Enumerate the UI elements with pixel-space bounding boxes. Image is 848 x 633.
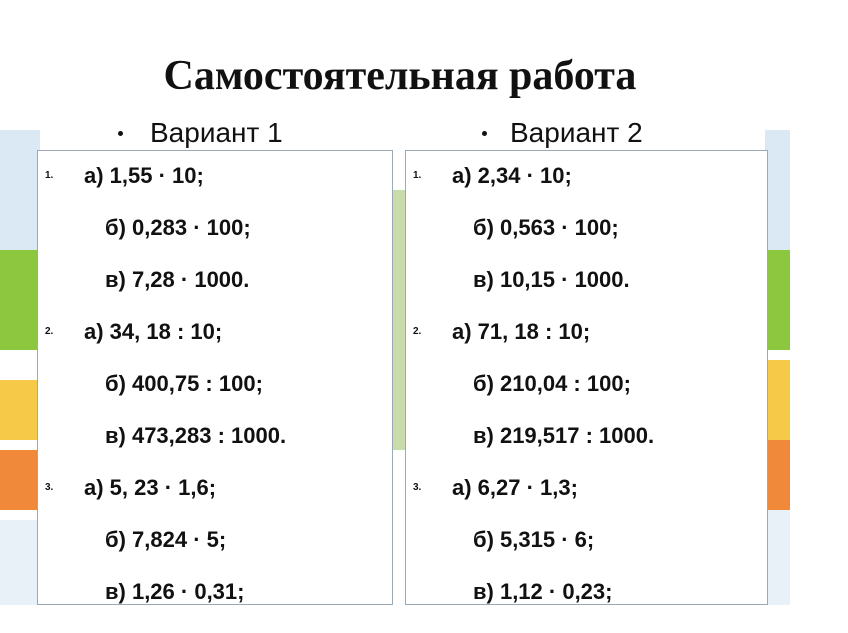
task-box — [37, 150, 393, 605]
variant-label: Вариант 1 — [150, 117, 283, 148]
task-item: б) 0,563 · 100; — [473, 215, 619, 240]
task-item: б) 0,283 · 100; — [105, 215, 251, 240]
task-number: 2. — [413, 326, 422, 337]
task-number: 1. — [413, 170, 422, 181]
bullet — [482, 131, 487, 136]
decor — [392, 190, 408, 450]
task-number: 2. — [45, 326, 54, 337]
decor — [0, 250, 40, 350]
task-number: 1. — [45, 170, 54, 181]
task-box — [405, 150, 768, 605]
variant-label: Вариант 2 — [510, 117, 643, 148]
decor — [0, 380, 40, 440]
task-item: б) 5,315 · 6; — [473, 527, 595, 552]
task-number: 3. — [413, 482, 422, 493]
decor — [0, 130, 40, 250]
task-item: а) 34, 18 : 10; — [84, 319, 223, 344]
decor — [765, 440, 790, 510]
task-item: а) 5, 23 · 1,6; — [84, 475, 217, 500]
task-item: в) 10,15 · 1000. — [473, 267, 630, 292]
decor — [765, 360, 790, 440]
decor — [765, 130, 790, 250]
task-item: а) 2,34 · 10; — [452, 163, 572, 188]
task-item: б) 210,04 : 100; — [473, 371, 631, 396]
task-item: б) 400,75 : 100; — [105, 371, 263, 396]
task-item: а) 6,27 · 1,3; — [452, 475, 578, 500]
task-item: в) 473,283 : 1000. — [105, 423, 287, 448]
decor — [765, 250, 790, 350]
decor — [0, 450, 40, 510]
task-item: в) 7,28 · 1000. — [105, 267, 250, 292]
task-item: в) 1,26 · 0,31; — [105, 579, 245, 604]
task-item: а) 71, 18 : 10; — [452, 319, 591, 344]
task-number: 3. — [45, 482, 54, 493]
task-item: б) 7,824 · 5; — [105, 527, 227, 552]
task-item: а) 1,55 · 10; — [84, 163, 204, 188]
decor — [0, 520, 40, 605]
task-item: в) 1,12 · 0,23; — [473, 579, 613, 604]
title: Самостоятельная работа — [163, 53, 637, 99]
decor — [765, 510, 790, 605]
task-item: в) 219,517 : 1000. — [473, 423, 655, 448]
bullet — [118, 131, 123, 136]
